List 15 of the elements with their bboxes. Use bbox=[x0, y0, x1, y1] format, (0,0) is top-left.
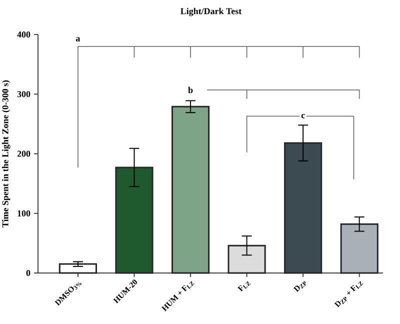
y-axis-title: Time Spent in the Light Zone (0-300 s) bbox=[2, 80, 10, 228]
annotation: a bbox=[76, 37, 80, 42]
bar bbox=[171, 106, 210, 274]
annotation: c bbox=[301, 114, 305, 118]
y-tick-label: 0 bbox=[26, 270, 30, 276]
bar bbox=[115, 166, 154, 274]
chart-title: Light/Dark Test bbox=[180, 8, 242, 16]
bar bbox=[58, 263, 97, 274]
y-tick-label: 200 bbox=[17, 150, 30, 157]
bar bbox=[228, 244, 266, 274]
y-tick-label: 300 bbox=[17, 91, 30, 98]
annotation: b bbox=[188, 86, 193, 94]
bar bbox=[340, 223, 378, 274]
y-tick-label: 400 bbox=[17, 31, 30, 38]
y-tick-label: 100 bbox=[18, 210, 30, 216]
